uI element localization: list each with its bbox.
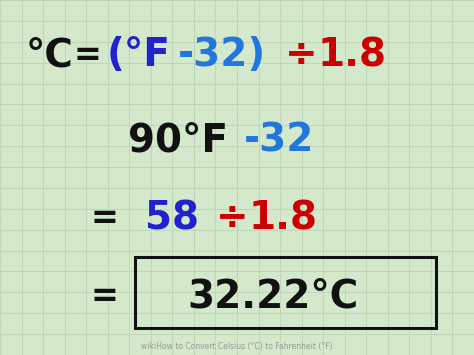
- Bar: [135, 257, 436, 328]
- Text: -32: -32: [244, 121, 314, 159]
- Text: 32.22°C: 32.22°C: [187, 277, 358, 316]
- Text: ÷: ÷: [216, 199, 248, 237]
- Text: °C: °C: [26, 36, 74, 74]
- Text: ÷: ÷: [284, 36, 317, 74]
- Text: 90°F: 90°F: [128, 121, 228, 159]
- Text: =: =: [73, 39, 101, 71]
- Text: =: =: [90, 280, 118, 313]
- Text: =: =: [90, 202, 118, 235]
- Text: (°F: (°F: [107, 36, 171, 74]
- Text: 1.8: 1.8: [318, 36, 387, 74]
- Text: 1.8: 1.8: [249, 199, 318, 237]
- Text: 58: 58: [145, 199, 199, 237]
- Text: wikiHow to Convert Celsius (°C) to Fahrenheit (°F): wikiHow to Convert Celsius (°C) to Fahre…: [141, 342, 333, 351]
- Text: -32): -32): [178, 36, 266, 74]
